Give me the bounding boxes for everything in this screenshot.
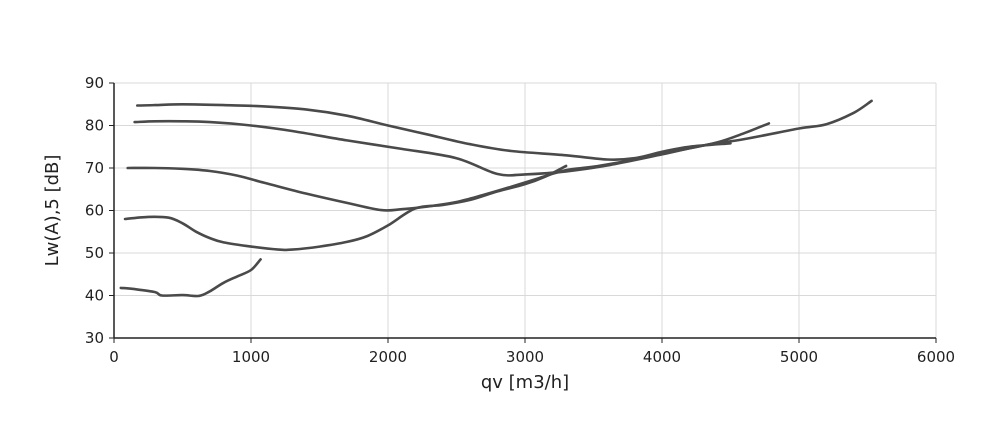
x-axis-title: qv [m3/h]	[481, 372, 569, 393]
x-tick-label: 1000	[232, 348, 270, 366]
grid	[113, 82, 937, 339]
x-tick-label: 2000	[369, 348, 407, 366]
x-tick-label: 4000	[643, 348, 681, 366]
series-line-1	[119, 258, 262, 298]
y-tick-label: 50	[85, 244, 104, 262]
series-line-3	[126, 122, 771, 212]
x-tick-label: 0	[109, 348, 119, 366]
y-tick-label: 60	[85, 202, 104, 220]
series-line-2	[123, 164, 568, 252]
y-tick-label: 80	[85, 117, 104, 135]
series-line-5	[136, 103, 732, 161]
x-tick-label: 5000	[780, 348, 818, 366]
x-tick-label: 6000	[917, 348, 955, 366]
y-tick-label: 90	[85, 74, 104, 92]
y-tick-label: 30	[85, 329, 104, 347]
y-tick-label: 70	[85, 159, 104, 177]
axes	[109, 82, 937, 343]
y-axis-title: Lw(A),5 [dB]	[42, 155, 63, 267]
y-tick-label: 40	[85, 287, 104, 305]
x-tick-label: 3000	[506, 348, 544, 366]
series-line-4	[133, 99, 873, 177]
tick-labels: 0 1000 2000 3000 4000 5000 6000 30 40 50 60 70 80 90	[85, 74, 955, 366]
series-lines	[119, 99, 873, 298]
